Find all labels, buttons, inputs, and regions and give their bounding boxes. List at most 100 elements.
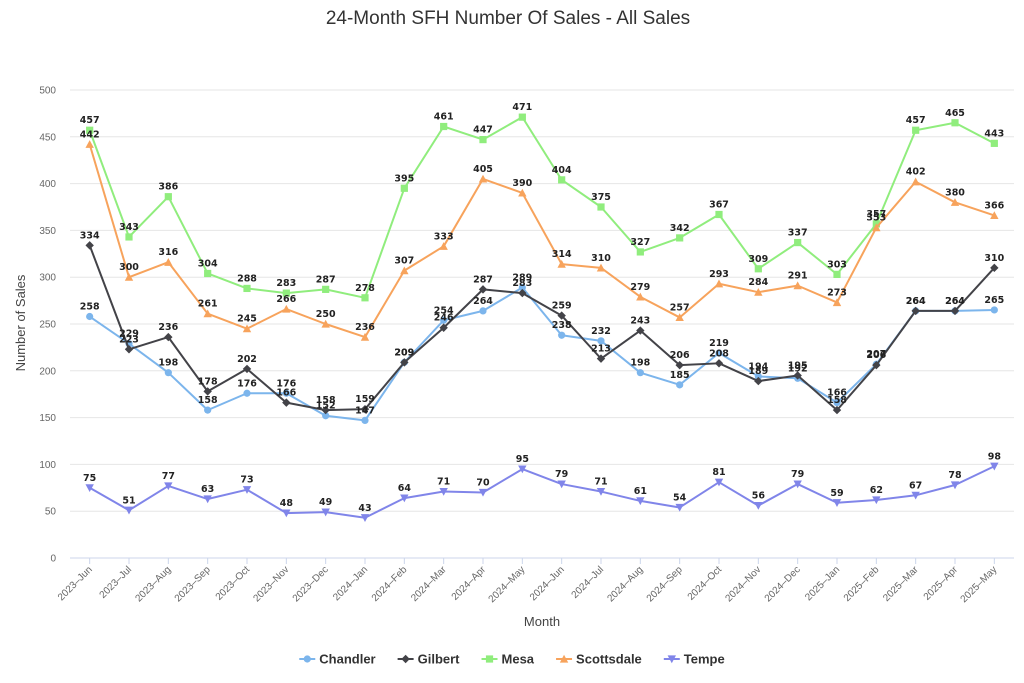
legend-label: Gilbert xyxy=(418,652,461,667)
x-axis-ticks: 2023–Jun 2023–Jul 2023–Aug 2023–Sep 2023–Oct… xyxy=(56,558,999,605)
gilbert-point xyxy=(478,285,488,294)
chandler-data-label: 152 xyxy=(316,401,336,412)
scottsdale-data-label: 310 xyxy=(591,253,611,264)
chandler-point xyxy=(518,283,526,292)
chandler-data-label: 194 xyxy=(748,361,768,372)
chandler-data-label: 176 xyxy=(237,378,257,389)
tempe-data-label: 61 xyxy=(634,486,647,497)
tempe-data-label: 81 xyxy=(712,467,725,478)
scottsdale-data-label: 266 xyxy=(276,294,296,305)
y-tick-label: 400 xyxy=(39,179,56,190)
legend-item-tempe[interactable]: Tempe xyxy=(663,652,725,667)
x-tick-label: 2024–Oct xyxy=(686,564,725,603)
y-tick-label: 500 xyxy=(39,86,56,97)
mesa-point xyxy=(597,203,605,211)
gilbert-data-label: 264 xyxy=(906,296,926,307)
mesa-data-label: 367 xyxy=(709,199,729,210)
x-tick-label: 2024–Jun xyxy=(528,564,567,603)
x-tick-label: 2024–Aug xyxy=(605,564,645,604)
tempe-data-label: 79 xyxy=(791,469,804,480)
tempe-data-label: 75 xyxy=(83,473,96,484)
mesa-data-label: 288 xyxy=(237,273,257,284)
y-tick-label: 250 xyxy=(39,320,56,331)
y-tick-label: 450 xyxy=(39,132,56,143)
tempe-point xyxy=(439,487,448,496)
gilbert-data-label: 310 xyxy=(984,253,1004,264)
mesa-point xyxy=(86,126,94,134)
tempe-point xyxy=(950,481,960,490)
chandler-point xyxy=(282,389,290,397)
y-tick-label: 100 xyxy=(39,460,56,471)
mesa-data-label: 278 xyxy=(355,283,375,294)
x-tick-label: 2024–Feb xyxy=(370,564,410,604)
mesa-point xyxy=(440,122,448,131)
legend-item-mesa[interactable]: Mesa xyxy=(481,652,535,667)
mesa-point xyxy=(558,176,566,184)
scottsdale-point xyxy=(832,298,842,307)
y-axis-ticks: 0 50 100 150 200 250 300 350 400 450 500 xyxy=(39,86,56,565)
legend-item-gilbert[interactable]: Gilbert xyxy=(397,652,461,667)
legend-label: Mesa xyxy=(502,652,535,667)
chandler-point xyxy=(204,406,212,414)
tempe-data-label: 71 xyxy=(594,477,607,488)
tempe-data-label: 49 xyxy=(319,497,332,508)
tempe-point xyxy=(793,480,802,489)
tempe-data-label: 67 xyxy=(909,480,922,491)
tempe-data-label: 51 xyxy=(122,495,135,506)
mesa-point xyxy=(361,294,369,302)
scottsdale-point xyxy=(950,198,960,206)
series-gilbert xyxy=(85,241,999,415)
mesa-point xyxy=(518,113,526,121)
scottsdale-point xyxy=(360,332,370,341)
chandler-point xyxy=(833,399,841,407)
tempe-point xyxy=(518,465,527,474)
gilbert-data-label: 158 xyxy=(827,395,847,406)
tempe-point xyxy=(478,488,488,497)
tempe-data-label: 78 xyxy=(948,470,962,481)
x-tick-label: 2023–Oct xyxy=(214,564,253,603)
series-scottsdale xyxy=(85,140,999,341)
tempe-point xyxy=(832,499,842,507)
gilbert-point xyxy=(596,354,606,363)
chandler-point xyxy=(990,306,998,314)
y-tick-label: 50 xyxy=(45,507,57,518)
x-tick-label: 2023–Sep xyxy=(173,564,213,604)
chandler-point xyxy=(361,416,369,425)
tempe-data-label: 48 xyxy=(280,498,294,509)
legend-item-scottsdale[interactable]: Scottsdale xyxy=(556,652,642,667)
chandler-data-label: 264 xyxy=(473,296,493,307)
x-tick-label: 2024–Jul xyxy=(570,564,606,600)
x-tick-label: 2023–Jul xyxy=(98,564,134,600)
scottsdale-point xyxy=(557,259,566,268)
mesa-data-label: 447 xyxy=(473,125,493,136)
legend-label: Tempe xyxy=(684,652,725,667)
tempe-data-label: 79 xyxy=(555,469,568,480)
scottsdale-data-label: 380 xyxy=(945,187,965,198)
y-tick-label: 200 xyxy=(39,366,56,377)
chandler-data-label: 265 xyxy=(984,295,1004,306)
legend: Chandler Gilbert Mesa Scottsdale Tempe xyxy=(299,652,725,667)
chandler-point xyxy=(322,412,330,420)
scottsdale-data-label: 405 xyxy=(473,164,493,175)
x-tick-label: 2023–Nov xyxy=(251,564,291,604)
scottsdale-data-label: 390 xyxy=(512,178,532,189)
tempe-point xyxy=(911,491,920,500)
gilbert-data-label: 243 xyxy=(630,316,650,327)
chandler-point xyxy=(715,349,723,357)
gilbert-data-label: 209 xyxy=(394,347,414,358)
gilbert-data-label: 283 xyxy=(512,278,532,289)
scottsdale-data-label: 284 xyxy=(748,277,768,288)
tempe-data-label: 43 xyxy=(358,503,371,514)
scottsdale-point xyxy=(400,266,409,275)
chandler-data-label: 258 xyxy=(80,302,100,313)
chandler-data-label: 289 xyxy=(512,272,532,283)
gilbert-line xyxy=(88,245,996,412)
mesa-data-label: 342 xyxy=(670,223,690,234)
gilbert-data-label: 158 xyxy=(316,395,336,406)
gilbert-data-label: 264 xyxy=(945,296,965,307)
tempe-point xyxy=(400,494,409,503)
chandler-data-label: 232 xyxy=(591,326,611,337)
mesa-point xyxy=(636,248,644,256)
scottsdale-point xyxy=(793,281,802,290)
legend-item-chandler[interactable]: Chandler xyxy=(299,652,376,667)
